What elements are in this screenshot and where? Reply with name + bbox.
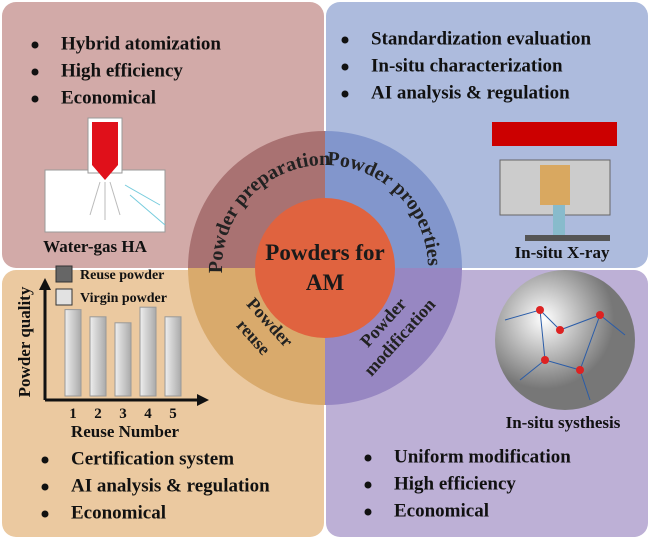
bar (139, 306, 157, 397)
bullet-dot (341, 36, 349, 44)
bullet-dot (31, 41, 39, 49)
bullet-text: AI analysis & regulation (71, 475, 270, 496)
center-title: AM (306, 270, 345, 295)
image-label: In-situ systhesis (506, 413, 621, 432)
bullet-text: AI analysis & regulation (371, 82, 570, 103)
bullet-text: Hybrid atomization (61, 33, 221, 54)
legend-swatch (55, 288, 73, 306)
bullet-text: Uniform modification (394, 446, 571, 467)
x-tick-label: 5 (169, 406, 177, 422)
bullet-text: Economical (71, 502, 166, 523)
bullet-dot (41, 483, 49, 491)
bar (89, 316, 107, 397)
chart-axis (43, 282, 205, 402)
legend-swatch (55, 265, 73, 283)
bar (64, 309, 82, 397)
x-tick-label: 3 (119, 406, 127, 422)
y-axis-label: Powder quality (15, 286, 34, 397)
bullet-dot (41, 456, 49, 464)
legend-label: Virgin powder (80, 291, 167, 306)
bullet-dot (31, 95, 39, 103)
bullet-text: Economical (61, 87, 156, 108)
bullet-dot (31, 68, 39, 76)
x-tick-label: 4 (144, 406, 152, 422)
bullet-dot (364, 454, 372, 462)
bar (114, 322, 132, 397)
x-tick-label: 2 (94, 406, 102, 422)
bullet-text: High efficiency (394, 473, 516, 494)
bullet-dot (41, 510, 49, 518)
bullet-text: In-situ characterization (371, 55, 563, 76)
image-label: Water-gas HA (43, 237, 147, 256)
x-axis-label: Reuse Number (71, 422, 180, 441)
x-tick-label: 1 (69, 406, 77, 422)
legend-label: Reuse powder (80, 268, 164, 283)
center-title: Powders for (265, 240, 384, 265)
bullet-dot (341, 63, 349, 71)
center-circle (255, 198, 395, 338)
bullet-dot (364, 508, 372, 516)
bullet-text: Certification system (71, 448, 234, 469)
bullet-dot (341, 90, 349, 98)
bullet-text: Standardization evaluation (371, 28, 592, 49)
bullet-text: Economical (394, 500, 489, 521)
bullet-dot (364, 481, 372, 489)
image-label: In-situ X-ray (515, 243, 610, 262)
bullet-text: High efficiency (61, 60, 183, 81)
xray-illustration (492, 122, 617, 241)
synthesis-illustration (495, 270, 635, 410)
atomizer-illustration (44, 117, 166, 233)
bar (164, 316, 182, 397)
